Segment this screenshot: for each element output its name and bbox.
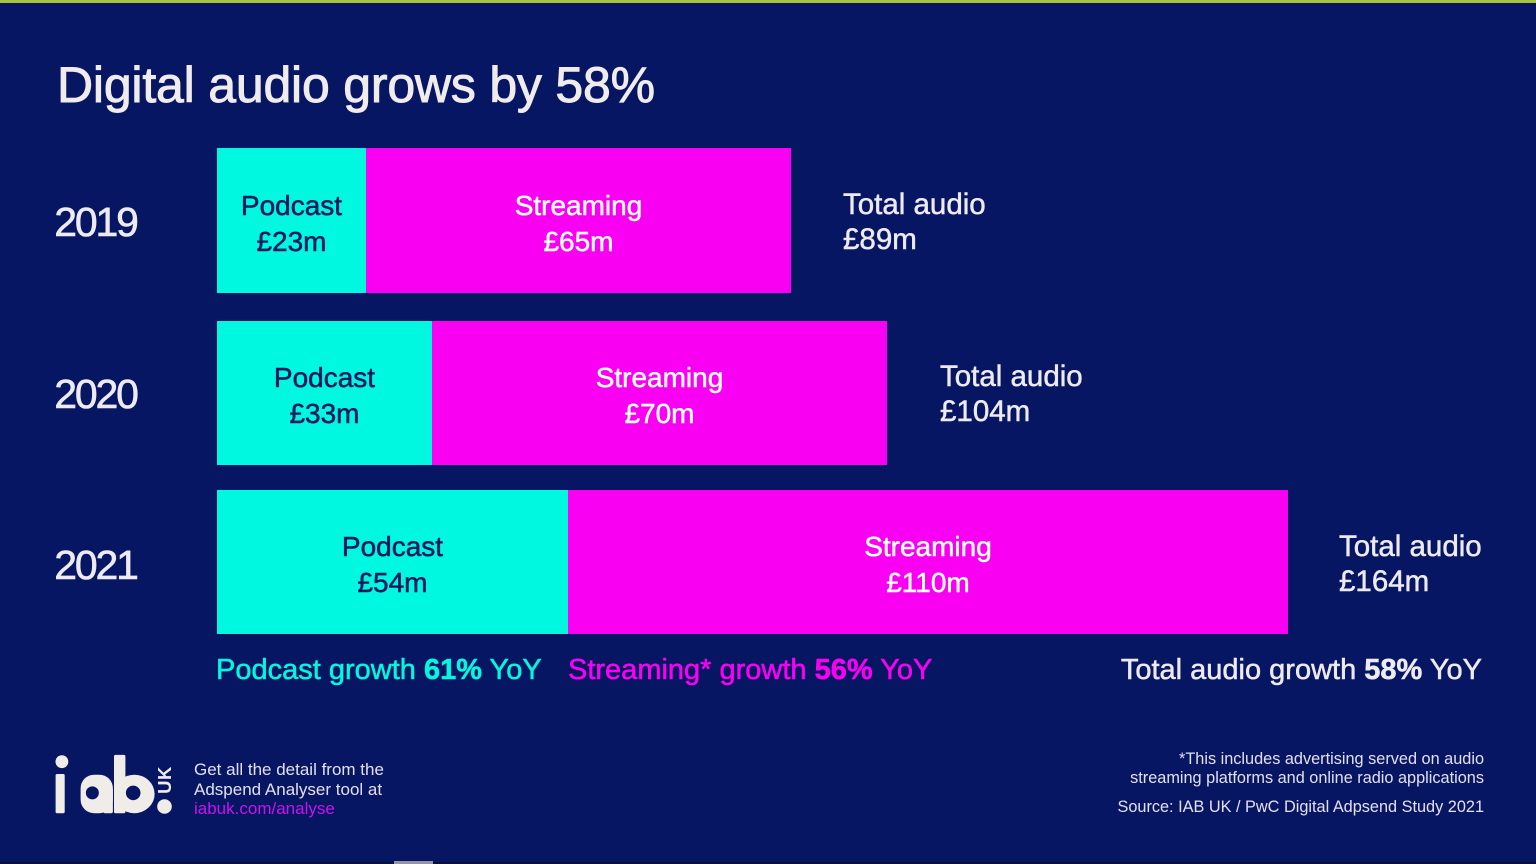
svg-text:UK: UK [154, 766, 175, 794]
